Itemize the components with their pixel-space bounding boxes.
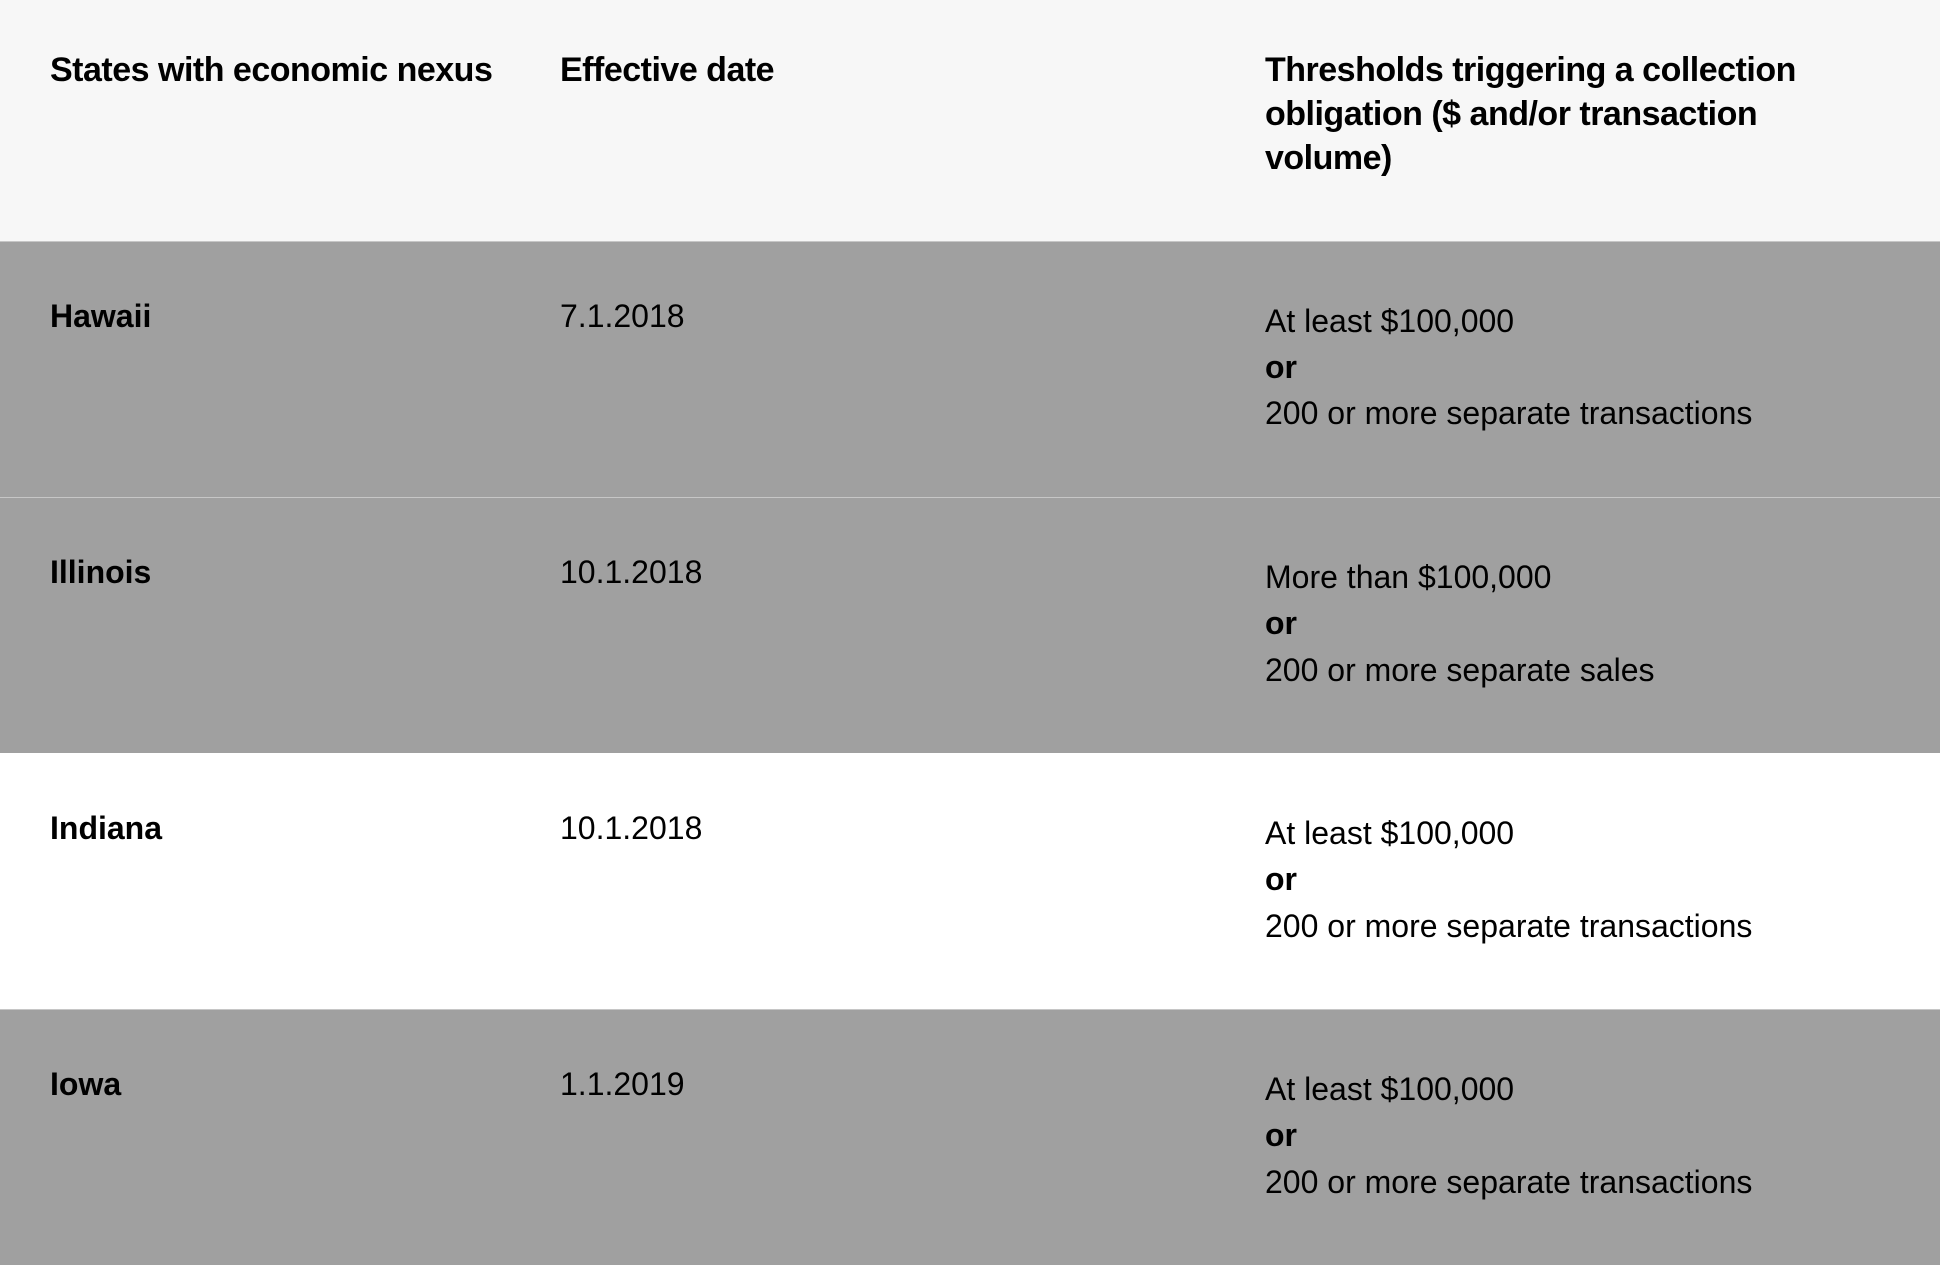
threshold-cell: At least $100,000 or 200 or more separat… [1265,1066,1890,1205]
threshold-line1: At least $100,000 [1265,810,1890,856]
threshold-cell: At least $100,000 or 200 or more separat… [1265,298,1890,437]
header-state: States with economic nexus [50,48,560,181]
effective-date-cell: 1.1.2019 [560,1066,1265,1205]
threshold-or: or [1265,1112,1890,1158]
state-cell: Illinois [50,554,560,693]
threshold-cell: More than $100,000 or 200 or more separa… [1265,554,1890,693]
threshold-line2: 200 or more separate sales [1265,647,1890,693]
state-cell: Hawaii [50,298,560,437]
table-row: Hawaii 7.1.2018 At least $100,000 or 200… [0,241,1940,497]
threshold-or: or [1265,344,1890,390]
table-header-row: States with economic nexus Effective dat… [0,0,1940,241]
threshold-line2: 200 or more separate transactions [1265,390,1890,436]
table-row: Iowa 1.1.2019 At least $100,000 or 200 o… [0,1009,1940,1265]
header-threshold: Thresholds triggering a collection oblig… [1265,48,1890,181]
state-cell: Indiana [50,810,560,949]
effective-date-cell: 10.1.2018 [560,810,1265,949]
nexus-table: States with economic nexus Effective dat… [0,0,1940,1265]
header-effective-date: Effective date [560,48,1265,181]
threshold-cell: At least $100,000 or 200 or more separat… [1265,810,1890,949]
threshold-or: or [1265,600,1890,646]
threshold-line1: More than $100,000 [1265,554,1890,600]
threshold-line2: 200 or more separate transactions [1265,1159,1890,1205]
effective-date-cell: 7.1.2018 [560,298,1265,437]
threshold-line1: At least $100,000 [1265,1066,1890,1112]
threshold-or: or [1265,856,1890,902]
table-row: Illinois 10.1.2018 More than $100,000 or… [0,497,1940,753]
effective-date-cell: 10.1.2018 [560,554,1265,693]
table-row: Indiana 10.1.2018 At least $100,000 or 2… [0,753,1940,1009]
state-cell: Iowa [50,1066,560,1205]
threshold-line1: At least $100,000 [1265,298,1890,344]
threshold-line2: 200 or more separate transactions [1265,903,1890,949]
